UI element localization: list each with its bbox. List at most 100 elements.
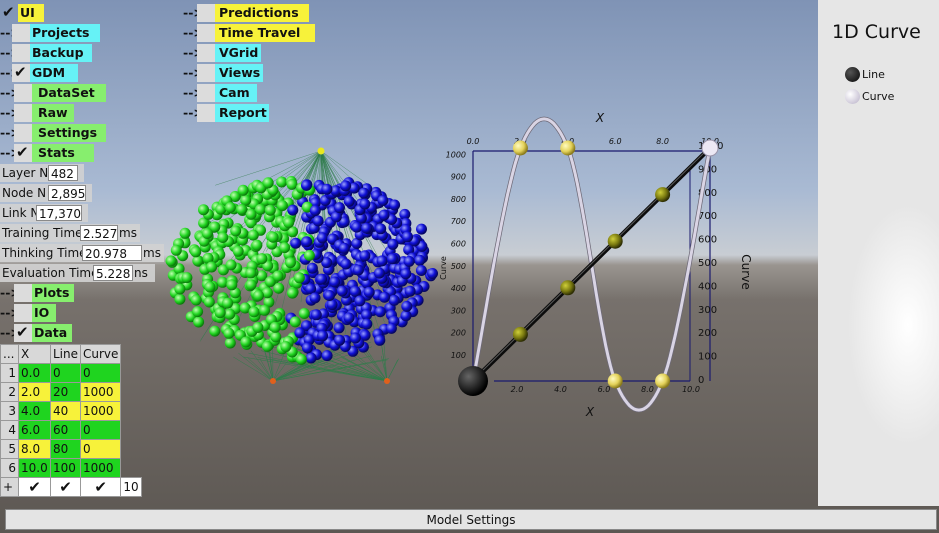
network-node <box>374 306 386 318</box>
table-cell[interactable]: 80 <box>49 439 82 459</box>
line-point[interactable] <box>607 233 623 249</box>
network-node <box>388 294 400 306</box>
network-link <box>233 356 274 382</box>
checkbox[interactable] <box>197 64 215 82</box>
column-toggle-checkbox[interactable]: ✔ <box>18 477 51 497</box>
table-cell[interactable]: 1000 <box>80 458 122 478</box>
checkbox[interactable] <box>14 304 32 322</box>
checkbox[interactable] <box>197 4 215 22</box>
table-cell[interactable]: 0.0 <box>18 363 51 383</box>
curve-point[interactable] <box>655 373 671 389</box>
checkbox[interactable] <box>14 323 32 342</box>
checkbox[interactable] <box>12 24 30 42</box>
network-node <box>333 322 345 334</box>
checkbox[interactable] <box>0 3 18 22</box>
curve-point[interactable] <box>560 140 576 156</box>
table-cell[interactable]: 0 <box>80 363 122 383</box>
curve-point[interactable] <box>512 140 528 156</box>
table-cell[interactable]: 1000 <box>80 401 122 421</box>
y-tick-left: 500 <box>451 262 466 271</box>
checkbox[interactable] <box>197 104 215 122</box>
menu-label-bg: UI <box>18 4 44 22</box>
y-tick-right: 100 <box>698 352 717 363</box>
network-node <box>338 242 350 254</box>
stat-node-n: Node N 2,895 <box>0 184 92 202</box>
legend-item-line[interactable]: Line <box>845 67 905 83</box>
network-node <box>359 329 371 341</box>
menu-label: VGrid <box>219 45 259 60</box>
row-index[interactable]: 6 <box>0 458 19 478</box>
checkbox[interactable] <box>12 44 30 62</box>
table-cell[interactable]: 20 <box>49 382 82 402</box>
legend-item-curve[interactable]: Curve <box>845 89 905 105</box>
table-cell[interactable]: 60 <box>49 420 82 440</box>
table-cell[interactable]: 0 <box>80 439 122 459</box>
network-node <box>295 353 307 365</box>
y-axis-label-right: Curve <box>739 254 753 289</box>
checkbox[interactable] <box>197 24 215 42</box>
count-field[interactable]: 10 <box>120 477 142 497</box>
add-row-button[interactable]: + <box>0 477 19 497</box>
network-node <box>247 229 259 241</box>
network-node <box>329 276 341 288</box>
network-node <box>264 204 276 216</box>
checkbox[interactable] <box>14 284 32 302</box>
table-row: 5 8.0 80 0 <box>0 439 142 459</box>
checkbox[interactable] <box>14 104 32 122</box>
network-node <box>334 202 345 214</box>
column-toggle-checkbox[interactable]: ✔ <box>49 477 82 497</box>
checkbox[interactable] <box>14 84 32 102</box>
checkbox[interactable] <box>14 124 32 142</box>
network-node <box>280 341 292 353</box>
menu-label-bg: Cam <box>215 84 257 102</box>
network-node <box>226 279 238 291</box>
row-index[interactable]: 3 <box>0 401 19 421</box>
table-cell[interactable]: 6.0 <box>18 420 51 440</box>
row-index[interactable]: 4 <box>0 420 19 440</box>
checkbox[interactable] <box>14 143 32 162</box>
network-node <box>263 296 275 308</box>
table-cell[interactable]: 0 <box>49 363 82 383</box>
table-cell[interactable]: 10.0 <box>18 458 51 478</box>
table-cell[interactable]: 40 <box>49 401 82 421</box>
model-settings-button[interactable]: Model Settings <box>5 509 937 530</box>
network-node <box>261 340 273 352</box>
row-index[interactable]: 2 <box>0 382 19 402</box>
checkbox[interactable] <box>197 44 215 62</box>
corner-cell[interactable]: ... <box>0 344 19 364</box>
table-cell[interactable]: 100 <box>49 458 82 478</box>
network-node <box>287 226 299 238</box>
column-header[interactable]: Curve <box>80 344 122 364</box>
line-point-origin[interactable] <box>458 366 488 396</box>
column-header[interactable]: Line <box>49 344 82 364</box>
network-node <box>348 182 360 194</box>
network-node <box>334 334 346 346</box>
row-index[interactable]: 5 <box>0 439 19 459</box>
network-node <box>387 238 399 250</box>
column-toggle-checkbox[interactable]: ✔ <box>80 477 122 497</box>
table-cell[interactable]: 8.0 <box>18 439 51 459</box>
column-header[interactable]: X <box>18 344 51 364</box>
network-node <box>165 255 177 267</box>
curve-point-end[interactable] <box>701 139 719 157</box>
checkbox[interactable] <box>197 84 215 102</box>
network-node <box>232 245 244 257</box>
network-node <box>192 306 204 318</box>
table-cell[interactable]: 0 <box>80 420 122 440</box>
data-table[interactable]: ... X Line Curve 1 0.0 0 0 2 2.0 20 1000 3 4.0 40 1000 4… <box>0 344 142 497</box>
table-cell[interactable]: 1000 <box>80 382 122 402</box>
line-point[interactable] <box>655 187 671 203</box>
line-point[interactable] <box>512 326 528 342</box>
y-tick-left: 900 <box>451 173 466 182</box>
table-cell[interactable]: 4.0 <box>18 401 51 421</box>
table-cell[interactable]: 2.0 <box>18 382 51 402</box>
row-index[interactable]: 1 <box>0 363 19 383</box>
line-point[interactable] <box>560 280 576 296</box>
checkbox[interactable] <box>12 63 30 82</box>
curve-point[interactable] <box>607 373 623 389</box>
network-node <box>309 205 321 216</box>
menu-label: GDM <box>32 65 66 80</box>
